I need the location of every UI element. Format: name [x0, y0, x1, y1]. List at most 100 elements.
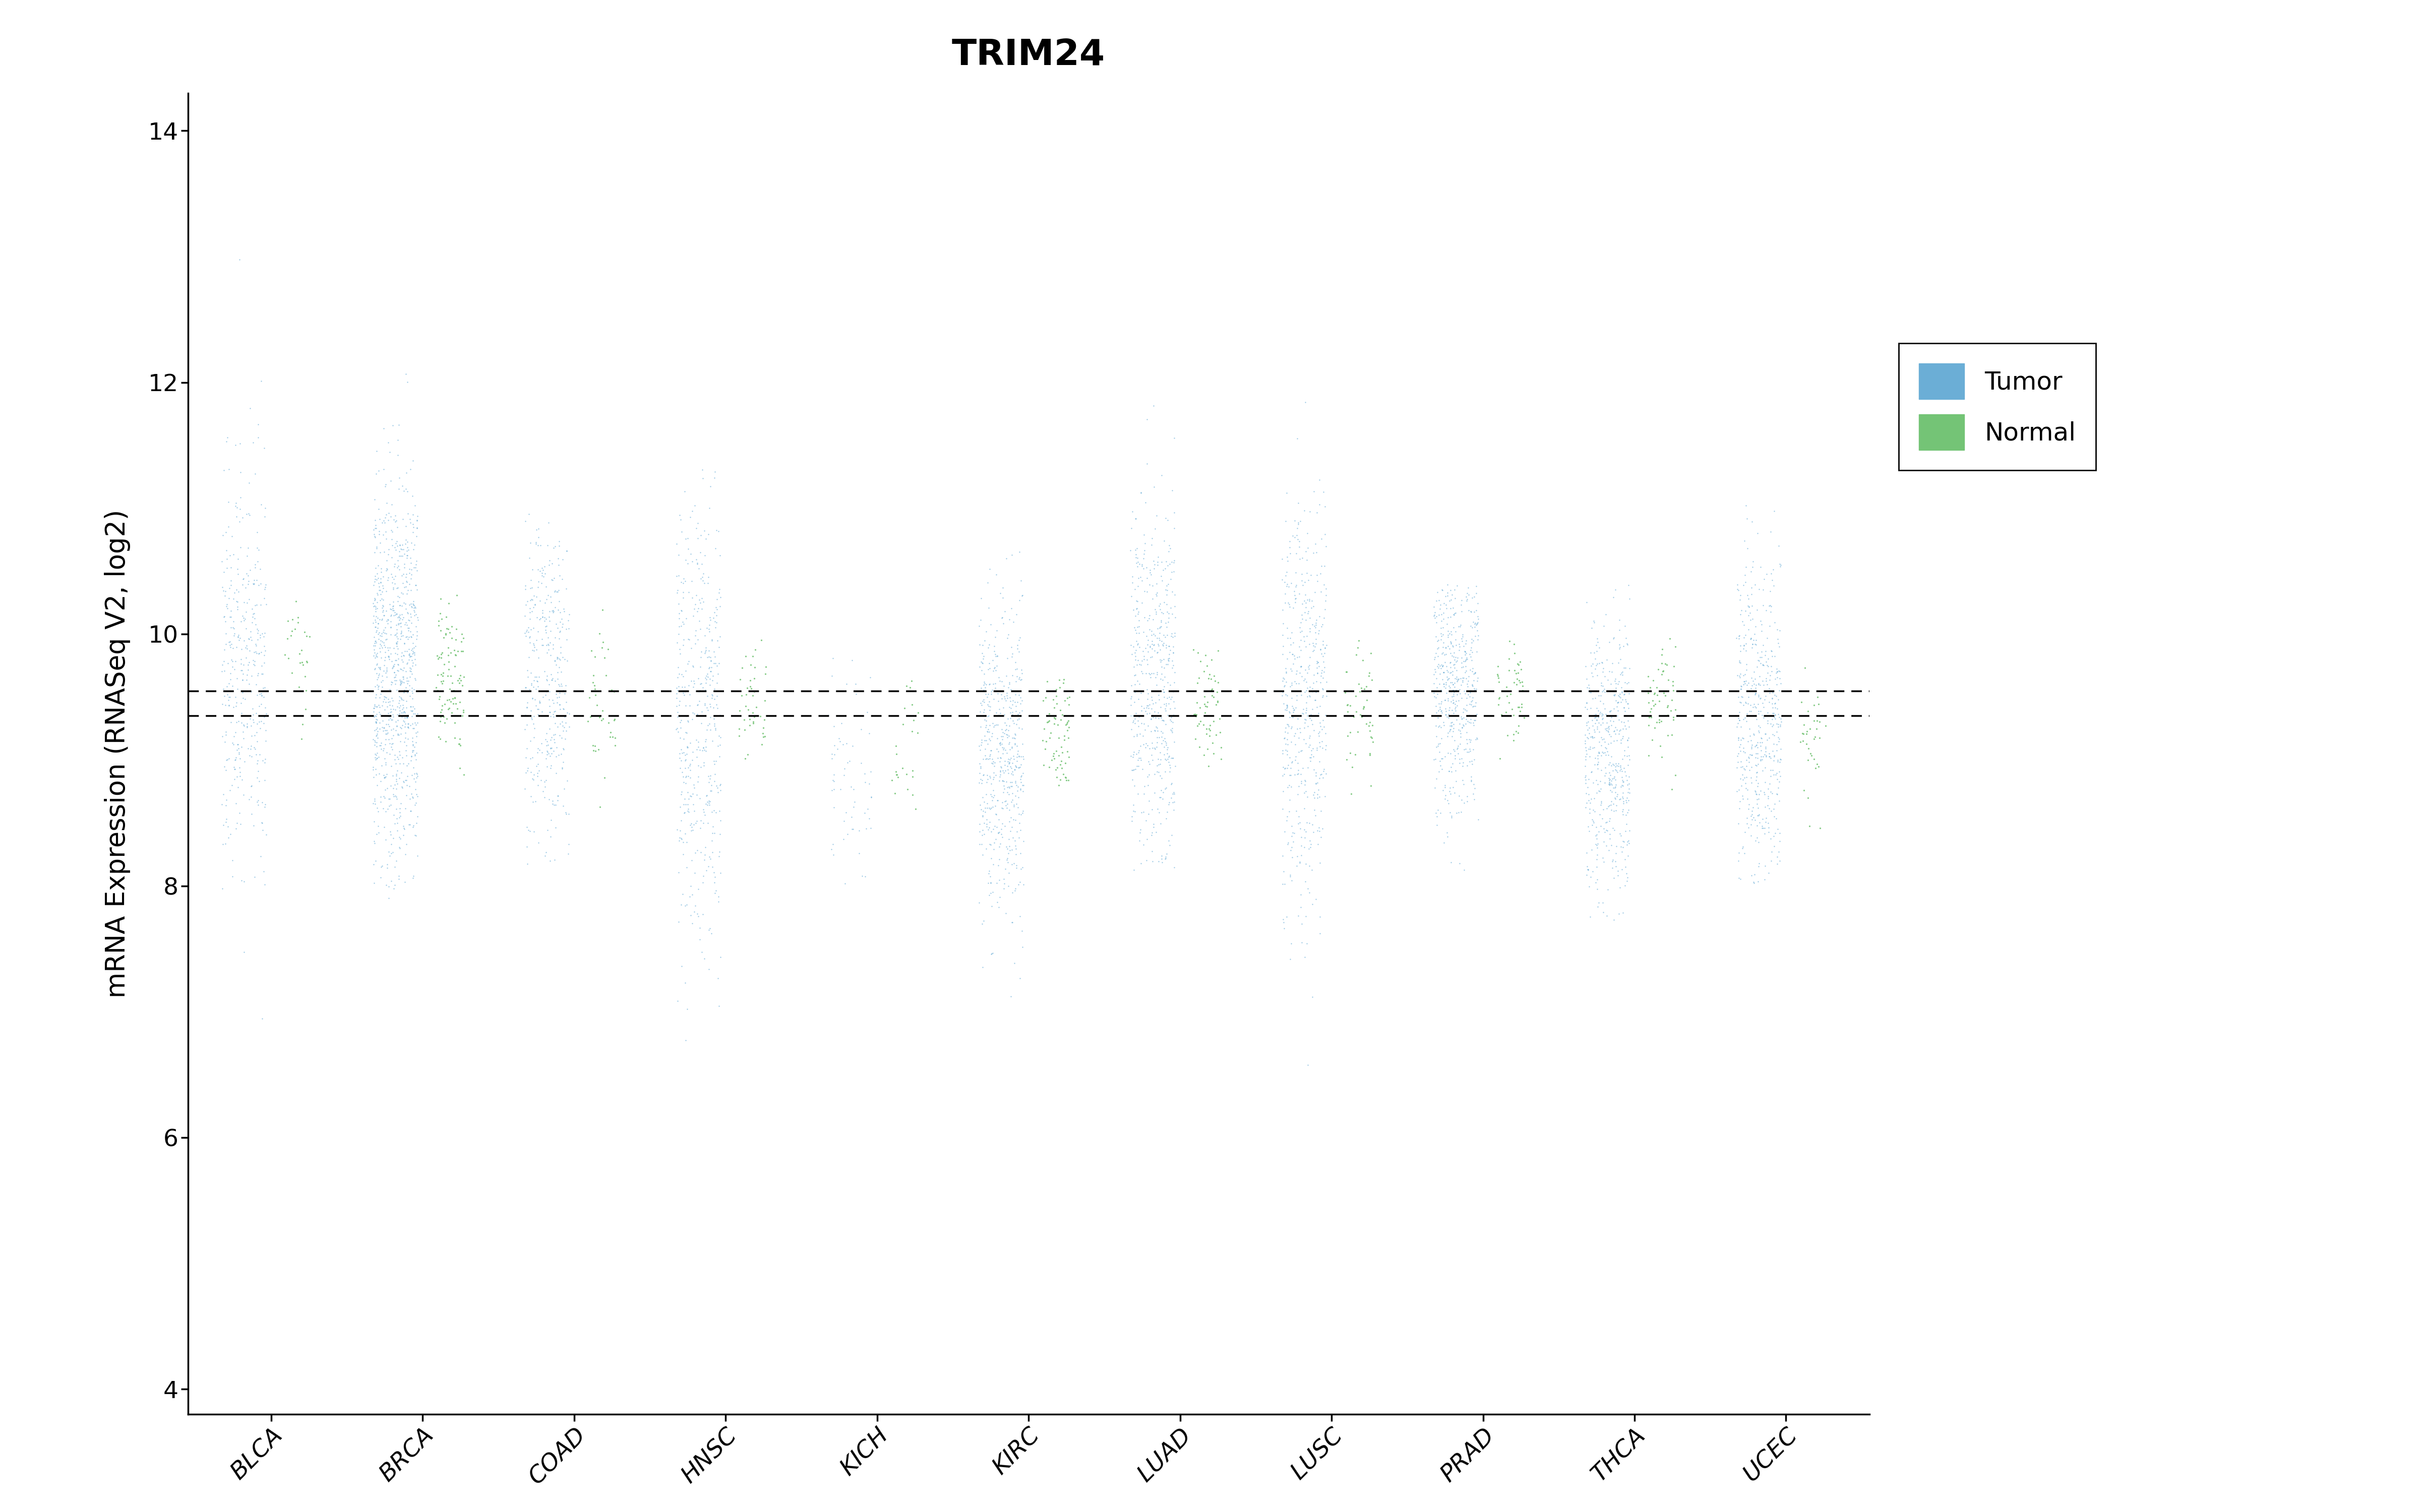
Point — [390, 627, 428, 652]
Point — [968, 815, 1007, 839]
Point — [690, 854, 728, 878]
Point — [244, 624, 283, 649]
Point — [361, 696, 399, 720]
Point — [1433, 691, 1471, 715]
Point — [1128, 801, 1166, 826]
Point — [537, 647, 576, 671]
Point — [1113, 742, 1152, 767]
Point — [358, 674, 397, 699]
Point — [1607, 854, 1646, 878]
Point — [1752, 600, 1791, 624]
Point — [535, 700, 574, 724]
Point — [385, 842, 424, 866]
Point — [1263, 567, 1302, 591]
Point — [1721, 665, 1759, 689]
Point — [375, 665, 414, 689]
Point — [1721, 624, 1759, 649]
Point — [397, 761, 436, 785]
Point — [397, 555, 436, 579]
Point — [394, 591, 433, 615]
Point — [365, 715, 404, 739]
Point — [1133, 608, 1171, 632]
Point — [975, 830, 1014, 854]
Point — [1454, 694, 1493, 718]
Point — [1568, 841, 1607, 865]
Point — [1123, 661, 1162, 685]
Point — [1297, 661, 1336, 685]
Point — [1445, 655, 1483, 679]
Point — [387, 461, 426, 485]
Point — [1421, 732, 1459, 756]
Point — [1140, 634, 1179, 658]
Point — [1285, 818, 1324, 842]
Point — [1740, 692, 1779, 717]
Point — [893, 759, 932, 783]
Point — [685, 735, 724, 759]
Point — [1150, 829, 1188, 853]
Point — [1583, 679, 1621, 703]
Point — [436, 643, 474, 667]
Point — [1445, 661, 1483, 685]
Point — [436, 711, 474, 735]
Point — [1602, 758, 1641, 782]
Point — [215, 432, 254, 457]
Point — [232, 597, 271, 621]
Point — [1154, 789, 1193, 813]
Point — [211, 685, 249, 709]
Point — [1416, 647, 1454, 671]
Point — [992, 726, 1031, 750]
Point — [540, 618, 578, 643]
Point — [1580, 770, 1619, 794]
Point — [690, 565, 728, 590]
Point — [1118, 615, 1157, 640]
Point — [666, 747, 704, 771]
Point — [995, 721, 1033, 745]
Point — [1113, 768, 1152, 792]
Point — [392, 699, 431, 723]
Point — [1137, 600, 1176, 624]
Point — [1718, 573, 1757, 597]
Point — [387, 543, 426, 567]
Point — [361, 682, 399, 706]
Point — [356, 615, 394, 640]
Point — [1263, 797, 1302, 821]
Point — [380, 696, 419, 720]
Point — [397, 791, 436, 815]
Point — [1728, 671, 1767, 696]
Point — [1120, 705, 1159, 729]
Point — [673, 782, 711, 806]
Point — [518, 674, 557, 699]
Point — [1571, 735, 1609, 759]
Point — [997, 742, 1036, 767]
Point — [528, 606, 566, 631]
Point — [1145, 529, 1183, 553]
Point — [987, 726, 1026, 750]
Point — [702, 726, 741, 750]
Point — [518, 558, 557, 582]
Point — [1191, 667, 1229, 691]
Point — [220, 812, 259, 836]
Point — [220, 460, 259, 484]
Point — [1745, 634, 1784, 658]
Point — [1353, 668, 1392, 692]
Point — [361, 662, 399, 686]
Point — [571, 685, 610, 709]
Point — [1723, 692, 1762, 717]
Point — [980, 821, 1019, 845]
Point — [1430, 696, 1469, 720]
Point — [387, 640, 426, 664]
Point — [690, 712, 728, 736]
Point — [353, 611, 392, 635]
Point — [983, 754, 1021, 779]
Point — [358, 627, 397, 652]
Point — [1762, 553, 1800, 578]
Point — [1283, 573, 1321, 597]
Point — [1735, 680, 1774, 705]
Point — [1152, 720, 1191, 744]
Point — [1137, 582, 1176, 606]
Point — [1302, 735, 1341, 759]
Point — [1140, 621, 1179, 646]
Point — [1571, 715, 1609, 739]
Point — [1447, 632, 1486, 656]
Point — [1718, 706, 1757, 730]
